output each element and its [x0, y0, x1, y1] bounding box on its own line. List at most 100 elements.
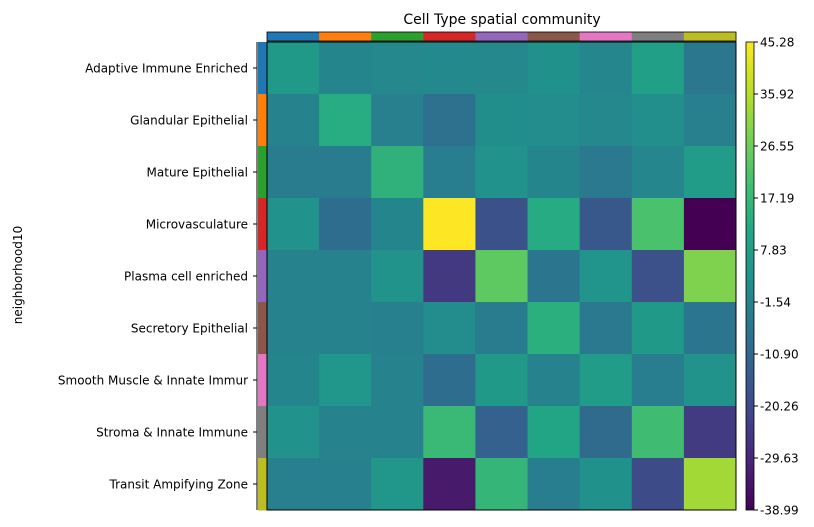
colorbar-tick-label: 17.19 [760, 192, 794, 206]
heatmap-cell [527, 354, 581, 407]
heatmap-cell [579, 250, 633, 303]
row-label: Adaptive Immune Enriched [85, 62, 248, 76]
row-color-block [258, 146, 267, 199]
heatmap-cell [527, 42, 581, 95]
row-color-block [258, 198, 267, 251]
colorbar-ticks: 45.28 35.92 26.55 17.19 7.83 -1.54 -10.90 -20.2… [754, 36, 799, 518]
row-color-block [258, 406, 267, 459]
row-label: Secretory Epithelial [131, 322, 248, 336]
heatmap-cell [631, 198, 685, 251]
column-color-block [475, 32, 529, 41]
heatmap-cell [579, 354, 633, 407]
heatmap-cell [527, 458, 581, 511]
colorbar-tick-label: -29.63 [760, 452, 799, 466]
heatmap-cell [631, 250, 685, 303]
heatmap-cell [267, 458, 320, 511]
column-color-strip [266, 31, 737, 42]
colorbar-tick-label: -10.90 [760, 348, 799, 362]
heatmap-cell [319, 198, 372, 251]
heatmap-cell [423, 146, 476, 199]
column-color-block [319, 32, 372, 41]
heatmap-cell [423, 302, 476, 355]
heatmap-cell [319, 250, 372, 303]
heatmap-cell [267, 302, 320, 355]
heatmap-cell [267, 354, 320, 407]
heatmap-cell [631, 42, 685, 95]
heatmap-cell [631, 406, 685, 459]
heatmap-cell [371, 146, 424, 199]
y-axis-label: neighborhood10 [11, 226, 25, 324]
heatmap-cell [631, 458, 685, 511]
heatmap-cell [579, 406, 633, 459]
heatmap-cell [423, 42, 476, 95]
heatmap-frame [266, 41, 737, 511]
heatmap-cell [319, 354, 372, 407]
heatmap-cell [475, 406, 529, 459]
heatmap-cell [579, 146, 633, 199]
heatmap-cell [527, 94, 581, 147]
row-label: Plasma cell enriched [124, 270, 248, 284]
heatmap-cell [319, 302, 372, 355]
heatmap-cell [475, 354, 529, 407]
heatmap-cell [319, 406, 372, 459]
column-color-block [423, 32, 476, 41]
heatmap-cell [371, 198, 424, 251]
row-color-block [258, 354, 267, 407]
heatmap-cell [371, 406, 424, 459]
heatmap-cell [579, 458, 633, 511]
row-label: Stroma & Innate Immune [96, 426, 248, 440]
heatmap-cell [475, 94, 529, 147]
heatmap-cell [683, 94, 737, 147]
colorbar-tick-label: -20.26 [760, 400, 799, 414]
heatmap-cell [267, 198, 320, 251]
heatmap-cell [267, 146, 320, 199]
row-label: Transit Ampifying Zone [109, 478, 248, 492]
row-color-block [258, 458, 267, 511]
heatmap-cell [527, 146, 581, 199]
heatmap-cell [683, 250, 737, 303]
heatmap-cell [267, 42, 320, 95]
chart-title: Cell Type spatial community [403, 12, 600, 28]
heatmap-cell [683, 354, 737, 407]
colorbar-tick-label: -1.54 [760, 296, 791, 310]
heatmap-cell [319, 94, 372, 147]
heatmap-cell [475, 42, 529, 95]
heatmap-cell [475, 302, 529, 355]
heatmap-cell [423, 354, 476, 407]
column-color-block [579, 32, 633, 41]
column-color-block [527, 32, 581, 41]
heatmap-cell [423, 458, 476, 511]
heatmap-cell [631, 146, 685, 199]
row-color-block [258, 94, 267, 147]
heatmap-cell [631, 94, 685, 147]
row-labels: Adaptive Immune Enriched Glandular Epithe… [58, 62, 257, 492]
heatmap-cell [631, 302, 685, 355]
heatmap-cell [683, 406, 737, 459]
heatmap-cell [683, 198, 737, 251]
row-label: Mature Epithelial [147, 166, 248, 180]
heatmap-cell [475, 458, 529, 511]
row-label: Smooth Muscle & Innate Immur [58, 374, 248, 388]
heatmap-cell [267, 94, 320, 147]
column-color-block [267, 32, 320, 41]
colorbar-tick-label: 26.55 [760, 140, 794, 154]
heatmap-cell [475, 198, 529, 251]
heatmap-cell [527, 250, 581, 303]
heatmap-cell [371, 354, 424, 407]
heatmap-cell [475, 146, 529, 199]
heatmap-cell [579, 302, 633, 355]
heatmap-cell [423, 94, 476, 147]
heatmap-cell [631, 354, 685, 407]
heatmap-cell [423, 198, 476, 251]
heatmap-cell [683, 146, 737, 199]
heatmap-cells [267, 42, 737, 511]
heatmap-cell [371, 42, 424, 95]
heatmap-cell [579, 94, 633, 147]
heatmap-cell [527, 302, 581, 355]
colorbar-tick-label: 35.92 [760, 88, 794, 102]
column-color-block [631, 32, 685, 41]
heatmap-cell [527, 406, 581, 459]
heatmap-cell [423, 250, 476, 303]
heatmap-cell [371, 458, 424, 511]
heatmap-cell [579, 42, 633, 95]
